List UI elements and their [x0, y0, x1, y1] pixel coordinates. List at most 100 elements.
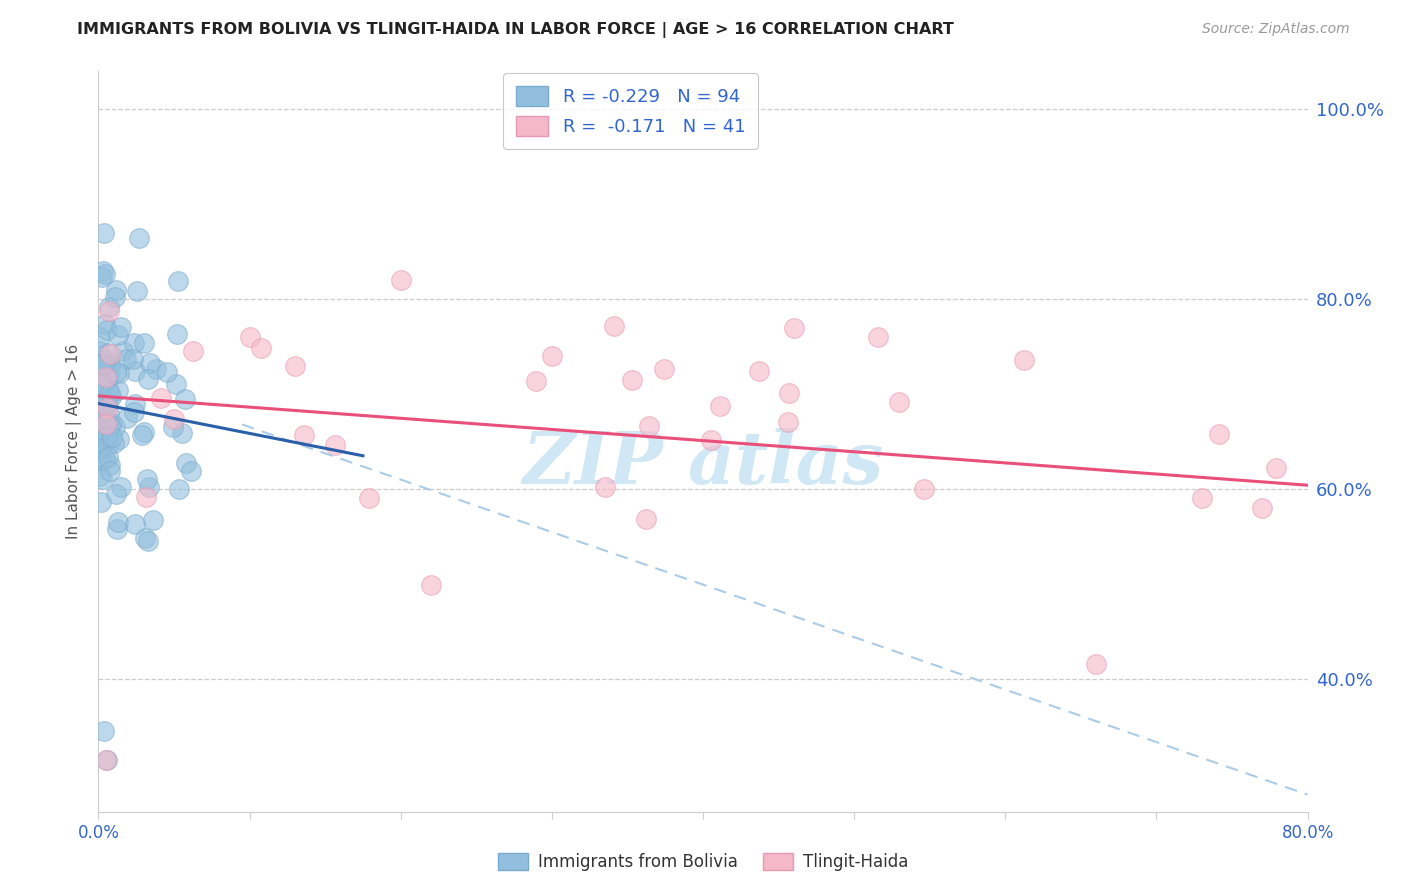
Legend: Immigrants from Bolivia, Tlingit-Haida: Immigrants from Bolivia, Tlingit-Haida — [489, 845, 917, 880]
Text: IMMIGRANTS FROM BOLIVIA VS TLINGIT-HAIDA IN LABOR FORCE | AGE > 16 CORRELATION C: IMMIGRANTS FROM BOLIVIA VS TLINGIT-HAIDA… — [77, 22, 955, 38]
Point — [97, 450, 120, 465]
Point — [621, 373, 644, 387]
Point — [107, 383, 129, 397]
Point — [96, 396, 118, 410]
Point — [323, 438, 346, 452]
Point — [1264, 461, 1286, 475]
Point — [176, 456, 198, 470]
Point — [122, 336, 145, 351]
Point — [132, 336, 155, 351]
Point — [889, 394, 911, 409]
Point — [101, 429, 124, 443]
Point — [107, 328, 129, 343]
Point — [90, 357, 112, 371]
Point — [96, 752, 118, 766]
Point — [98, 458, 121, 472]
Point — [97, 425, 120, 439]
Point — [239, 330, 262, 344]
Point — [359, 491, 381, 505]
Point — [783, 320, 806, 334]
Point — [107, 516, 129, 530]
Point — [100, 390, 122, 404]
Point — [96, 397, 118, 411]
Point — [94, 352, 117, 367]
Point — [136, 533, 159, 548]
Point — [91, 263, 114, 277]
Point — [115, 411, 138, 425]
Point — [145, 362, 167, 376]
Point — [97, 406, 120, 420]
Point — [98, 347, 121, 361]
Point — [98, 417, 121, 432]
Point — [98, 464, 121, 478]
Point — [91, 422, 114, 436]
Point — [127, 284, 149, 298]
Point — [149, 391, 172, 405]
Point — [709, 399, 731, 413]
Point — [700, 433, 723, 447]
Point — [128, 231, 150, 245]
Point — [100, 365, 122, 379]
Point — [104, 365, 127, 379]
Legend: R = -0.229   N = 94, R =  -0.171   N = 41: R = -0.229 N = 94, R = -0.171 N = 41 — [503, 73, 758, 149]
Point — [748, 364, 770, 378]
Point — [420, 578, 443, 592]
Point — [139, 356, 162, 370]
Point — [1012, 352, 1035, 367]
Point — [124, 364, 146, 378]
Point — [912, 482, 935, 496]
Point — [90, 269, 112, 284]
Point — [96, 438, 118, 452]
Point — [104, 419, 127, 434]
Point — [180, 464, 202, 478]
Point — [110, 320, 132, 334]
Point — [98, 304, 121, 318]
Point — [156, 365, 179, 379]
Point — [97, 381, 120, 395]
Point — [94, 268, 117, 282]
Point — [389, 273, 412, 287]
Point — [96, 371, 118, 385]
Point — [94, 317, 117, 331]
Point — [93, 724, 115, 739]
Point — [91, 453, 114, 467]
Point — [163, 412, 186, 426]
Point — [136, 372, 159, 386]
Point — [97, 370, 120, 384]
Point — [868, 330, 890, 344]
Point — [634, 512, 657, 526]
Point — [89, 434, 111, 448]
Point — [115, 351, 138, 366]
Point — [638, 418, 661, 433]
Point — [540, 349, 562, 363]
Point — [89, 330, 111, 344]
Point — [93, 379, 115, 393]
Point — [603, 318, 626, 333]
Point — [94, 752, 117, 766]
Point — [94, 412, 117, 426]
Text: Source: ZipAtlas.com: Source: ZipAtlas.com — [1202, 22, 1350, 37]
Point — [135, 472, 157, 486]
Point — [1208, 427, 1230, 442]
Point — [181, 343, 204, 358]
Point — [284, 359, 307, 373]
Point — [165, 376, 187, 391]
Point — [89, 343, 111, 358]
Point — [142, 513, 165, 527]
Point — [96, 429, 118, 443]
Point — [105, 487, 128, 501]
Point — [134, 531, 156, 545]
Point — [524, 374, 547, 388]
Point — [105, 522, 128, 536]
Point — [172, 426, 194, 441]
Point — [122, 352, 145, 367]
Point — [103, 435, 125, 450]
Point — [135, 491, 157, 505]
Point — [96, 323, 118, 337]
Point — [778, 386, 800, 401]
Point — [166, 326, 188, 341]
Point — [97, 346, 120, 360]
Point — [108, 433, 131, 447]
Point — [110, 480, 132, 494]
Point — [1085, 657, 1108, 671]
